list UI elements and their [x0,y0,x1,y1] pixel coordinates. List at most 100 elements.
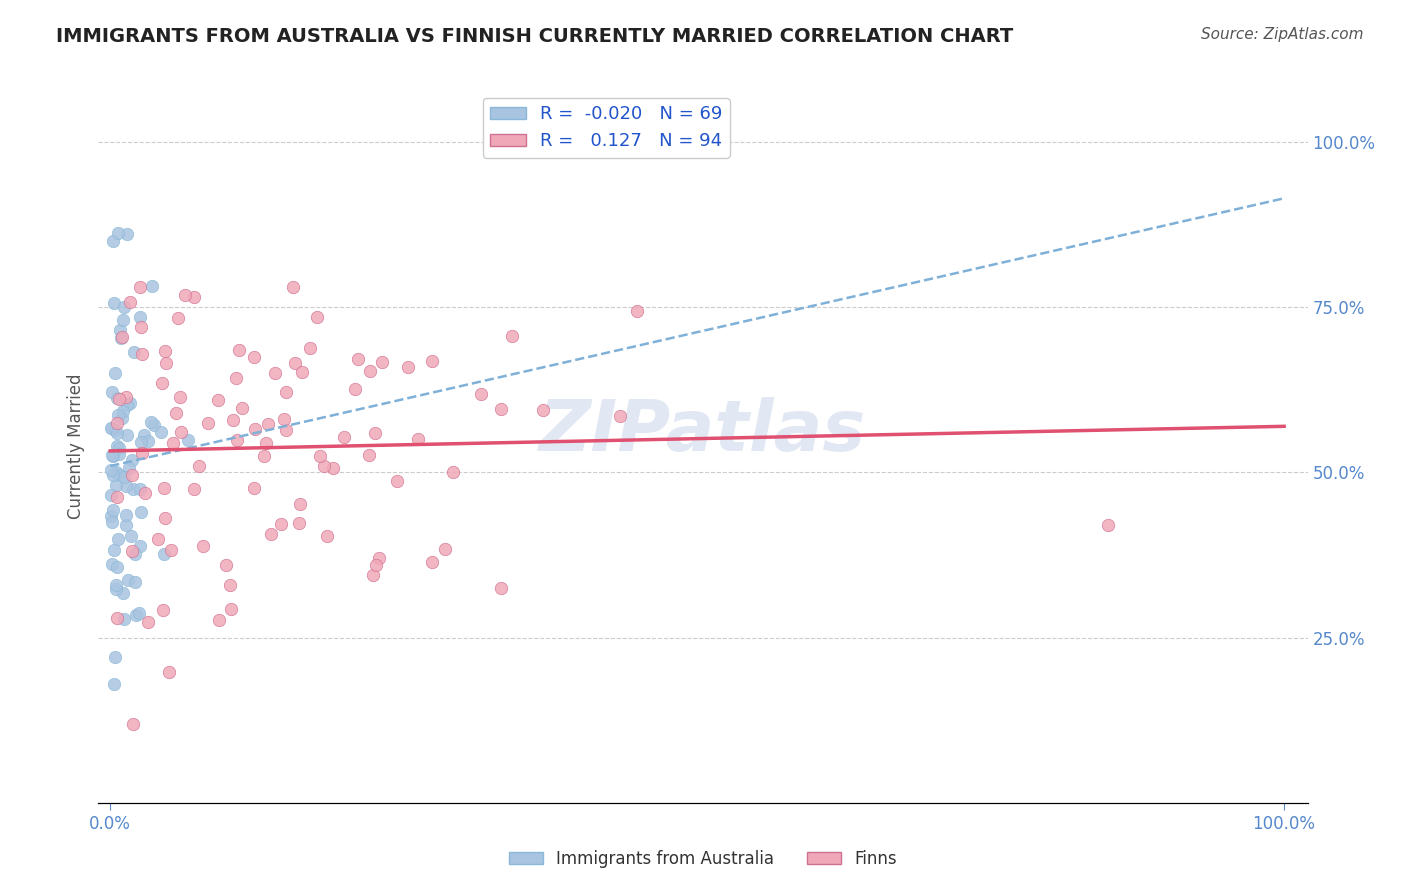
Point [105,477,128,491]
Point [153,343,176,358]
Point [406,433,429,447]
Point [101,557,124,571]
Point [359,364,381,378]
Point [115,518,138,533]
Point [347,351,370,366]
Point [170,425,193,439]
Point [228,343,250,358]
Point [115,479,138,493]
Point [120,294,142,309]
Point [245,421,267,435]
Point [111,330,134,344]
Point [166,310,188,325]
Point [433,542,456,557]
Point [143,417,166,432]
Point [207,393,229,408]
Point [121,453,143,467]
Point [368,551,391,566]
Point [197,417,219,431]
Point [108,392,131,407]
Point [105,465,128,479]
Point [129,505,152,519]
Point [141,416,163,430]
Point [112,612,135,626]
Point [101,421,124,435]
Point [162,436,184,450]
Point [1097,518,1119,533]
Point [157,665,180,680]
Point [111,411,134,425]
Point [104,423,127,437]
Point [221,413,243,427]
Point [107,408,129,422]
Point [214,558,236,573]
Point [274,423,297,437]
Point [131,346,153,360]
Point [441,465,464,479]
Point [242,481,264,495]
Point [284,356,307,370]
Point [100,463,122,477]
Point [103,295,125,310]
Point [257,417,280,432]
Point [100,509,122,524]
Point [208,613,231,627]
Point [187,459,209,474]
Point [226,433,249,447]
Point [361,568,384,582]
Point [148,532,170,546]
Point [112,403,135,417]
Point [150,376,173,391]
Point [273,412,295,426]
Point [364,558,387,572]
Point [114,390,136,404]
Point [173,287,195,301]
Point [121,468,143,483]
Point [150,425,173,439]
Point [112,301,135,315]
Point [274,384,297,399]
Point [105,439,128,453]
Point [100,420,122,434]
Point [332,430,354,444]
Point [299,341,322,355]
Point [101,515,124,529]
Point [136,615,159,629]
Point [103,467,125,482]
Point [322,460,344,475]
Point [129,279,152,293]
Point [105,578,128,592]
Point [231,401,253,415]
Point [169,390,191,404]
Point [160,542,183,557]
Point [134,428,156,442]
Point [124,547,146,561]
Point [129,310,152,325]
Point [609,409,631,423]
Point [105,490,128,504]
Point [128,539,150,553]
Point [242,350,264,364]
Point [129,434,152,449]
Point [218,578,240,592]
Point [264,366,287,380]
Point [124,345,146,359]
Y-axis label: Currently Married: Currently Married [66,373,84,519]
Point [283,280,305,294]
Point [105,392,128,406]
Point [111,585,134,599]
Point [121,482,143,496]
Point [153,547,176,561]
Point [396,359,419,374]
Point [191,540,214,554]
Text: IMMIGRANTS FROM AUSTRALIA VS FINNISH CURRENTLY MARRIED CORRELATION CHART: IMMIGRANTS FROM AUSTRALIA VS FINNISH CUR… [56,27,1014,45]
Point [103,677,125,691]
Point [312,458,335,473]
Point [626,303,648,318]
Point [101,384,124,399]
Point [118,395,141,409]
Point [101,449,124,463]
Point [118,461,141,475]
Point [131,446,153,460]
Point [108,441,131,455]
